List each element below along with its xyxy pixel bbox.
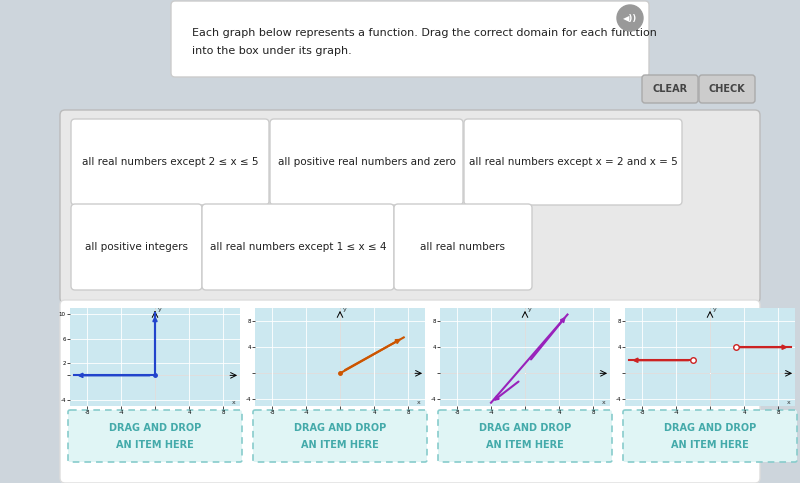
FancyBboxPatch shape <box>60 300 760 483</box>
FancyBboxPatch shape <box>623 410 797 462</box>
FancyBboxPatch shape <box>171 1 649 77</box>
Text: x: x <box>231 400 235 405</box>
Text: CHECK: CHECK <box>709 84 746 94</box>
Text: DRAG AND DROP: DRAG AND DROP <box>294 423 386 433</box>
Text: all real numbers except 1 ≤ x ≤ 4: all real numbers except 1 ≤ x ≤ 4 <box>210 242 386 252</box>
Circle shape <box>617 5 643 31</box>
FancyBboxPatch shape <box>68 410 242 462</box>
Text: ◀)): ◀)) <box>623 14 637 24</box>
FancyBboxPatch shape <box>60 110 760 303</box>
FancyBboxPatch shape <box>71 204 202 290</box>
Text: Each graph below represents a function. Drag the correct domain for each functio: Each graph below represents a function. … <box>192 28 657 38</box>
FancyBboxPatch shape <box>270 119 463 205</box>
FancyBboxPatch shape <box>642 75 698 103</box>
FancyBboxPatch shape <box>464 119 682 205</box>
FancyBboxPatch shape <box>71 119 269 205</box>
Text: y: y <box>528 308 532 313</box>
Text: y: y <box>343 308 347 313</box>
Text: DRAG AND DROP: DRAG AND DROP <box>479 423 571 433</box>
Text: AN ITEM HERE: AN ITEM HERE <box>486 440 564 450</box>
Text: AN ITEM HERE: AN ITEM HERE <box>116 440 194 450</box>
Text: DRAG AND DROP: DRAG AND DROP <box>109 423 201 433</box>
Text: all positive real numbers and zero: all positive real numbers and zero <box>278 157 455 167</box>
Text: y: y <box>158 307 162 313</box>
Text: all real numbers except 2 ≤ x ≤ 5: all real numbers except 2 ≤ x ≤ 5 <box>82 157 258 167</box>
FancyBboxPatch shape <box>394 204 532 290</box>
Text: AN ITEM HERE: AN ITEM HERE <box>301 440 379 450</box>
FancyBboxPatch shape <box>253 410 427 462</box>
Text: CLEAR: CLEAR <box>653 84 687 94</box>
Text: AN ITEM HERE: AN ITEM HERE <box>671 440 749 450</box>
Text: x: x <box>786 399 790 405</box>
FancyBboxPatch shape <box>438 410 612 462</box>
Text: into the box under its graph.: into the box under its graph. <box>192 46 352 56</box>
Text: all real numbers except x = 2 and x = 5: all real numbers except x = 2 and x = 5 <box>469 157 678 167</box>
Text: all real numbers: all real numbers <box>421 242 506 252</box>
Text: DRAG AND DROP: DRAG AND DROP <box>664 423 756 433</box>
Text: x: x <box>416 399 420 405</box>
FancyBboxPatch shape <box>699 75 755 103</box>
FancyBboxPatch shape <box>202 204 394 290</box>
Text: all positive integers: all positive integers <box>85 242 188 252</box>
Text: y: y <box>714 308 717 313</box>
Text: x: x <box>602 399 605 405</box>
